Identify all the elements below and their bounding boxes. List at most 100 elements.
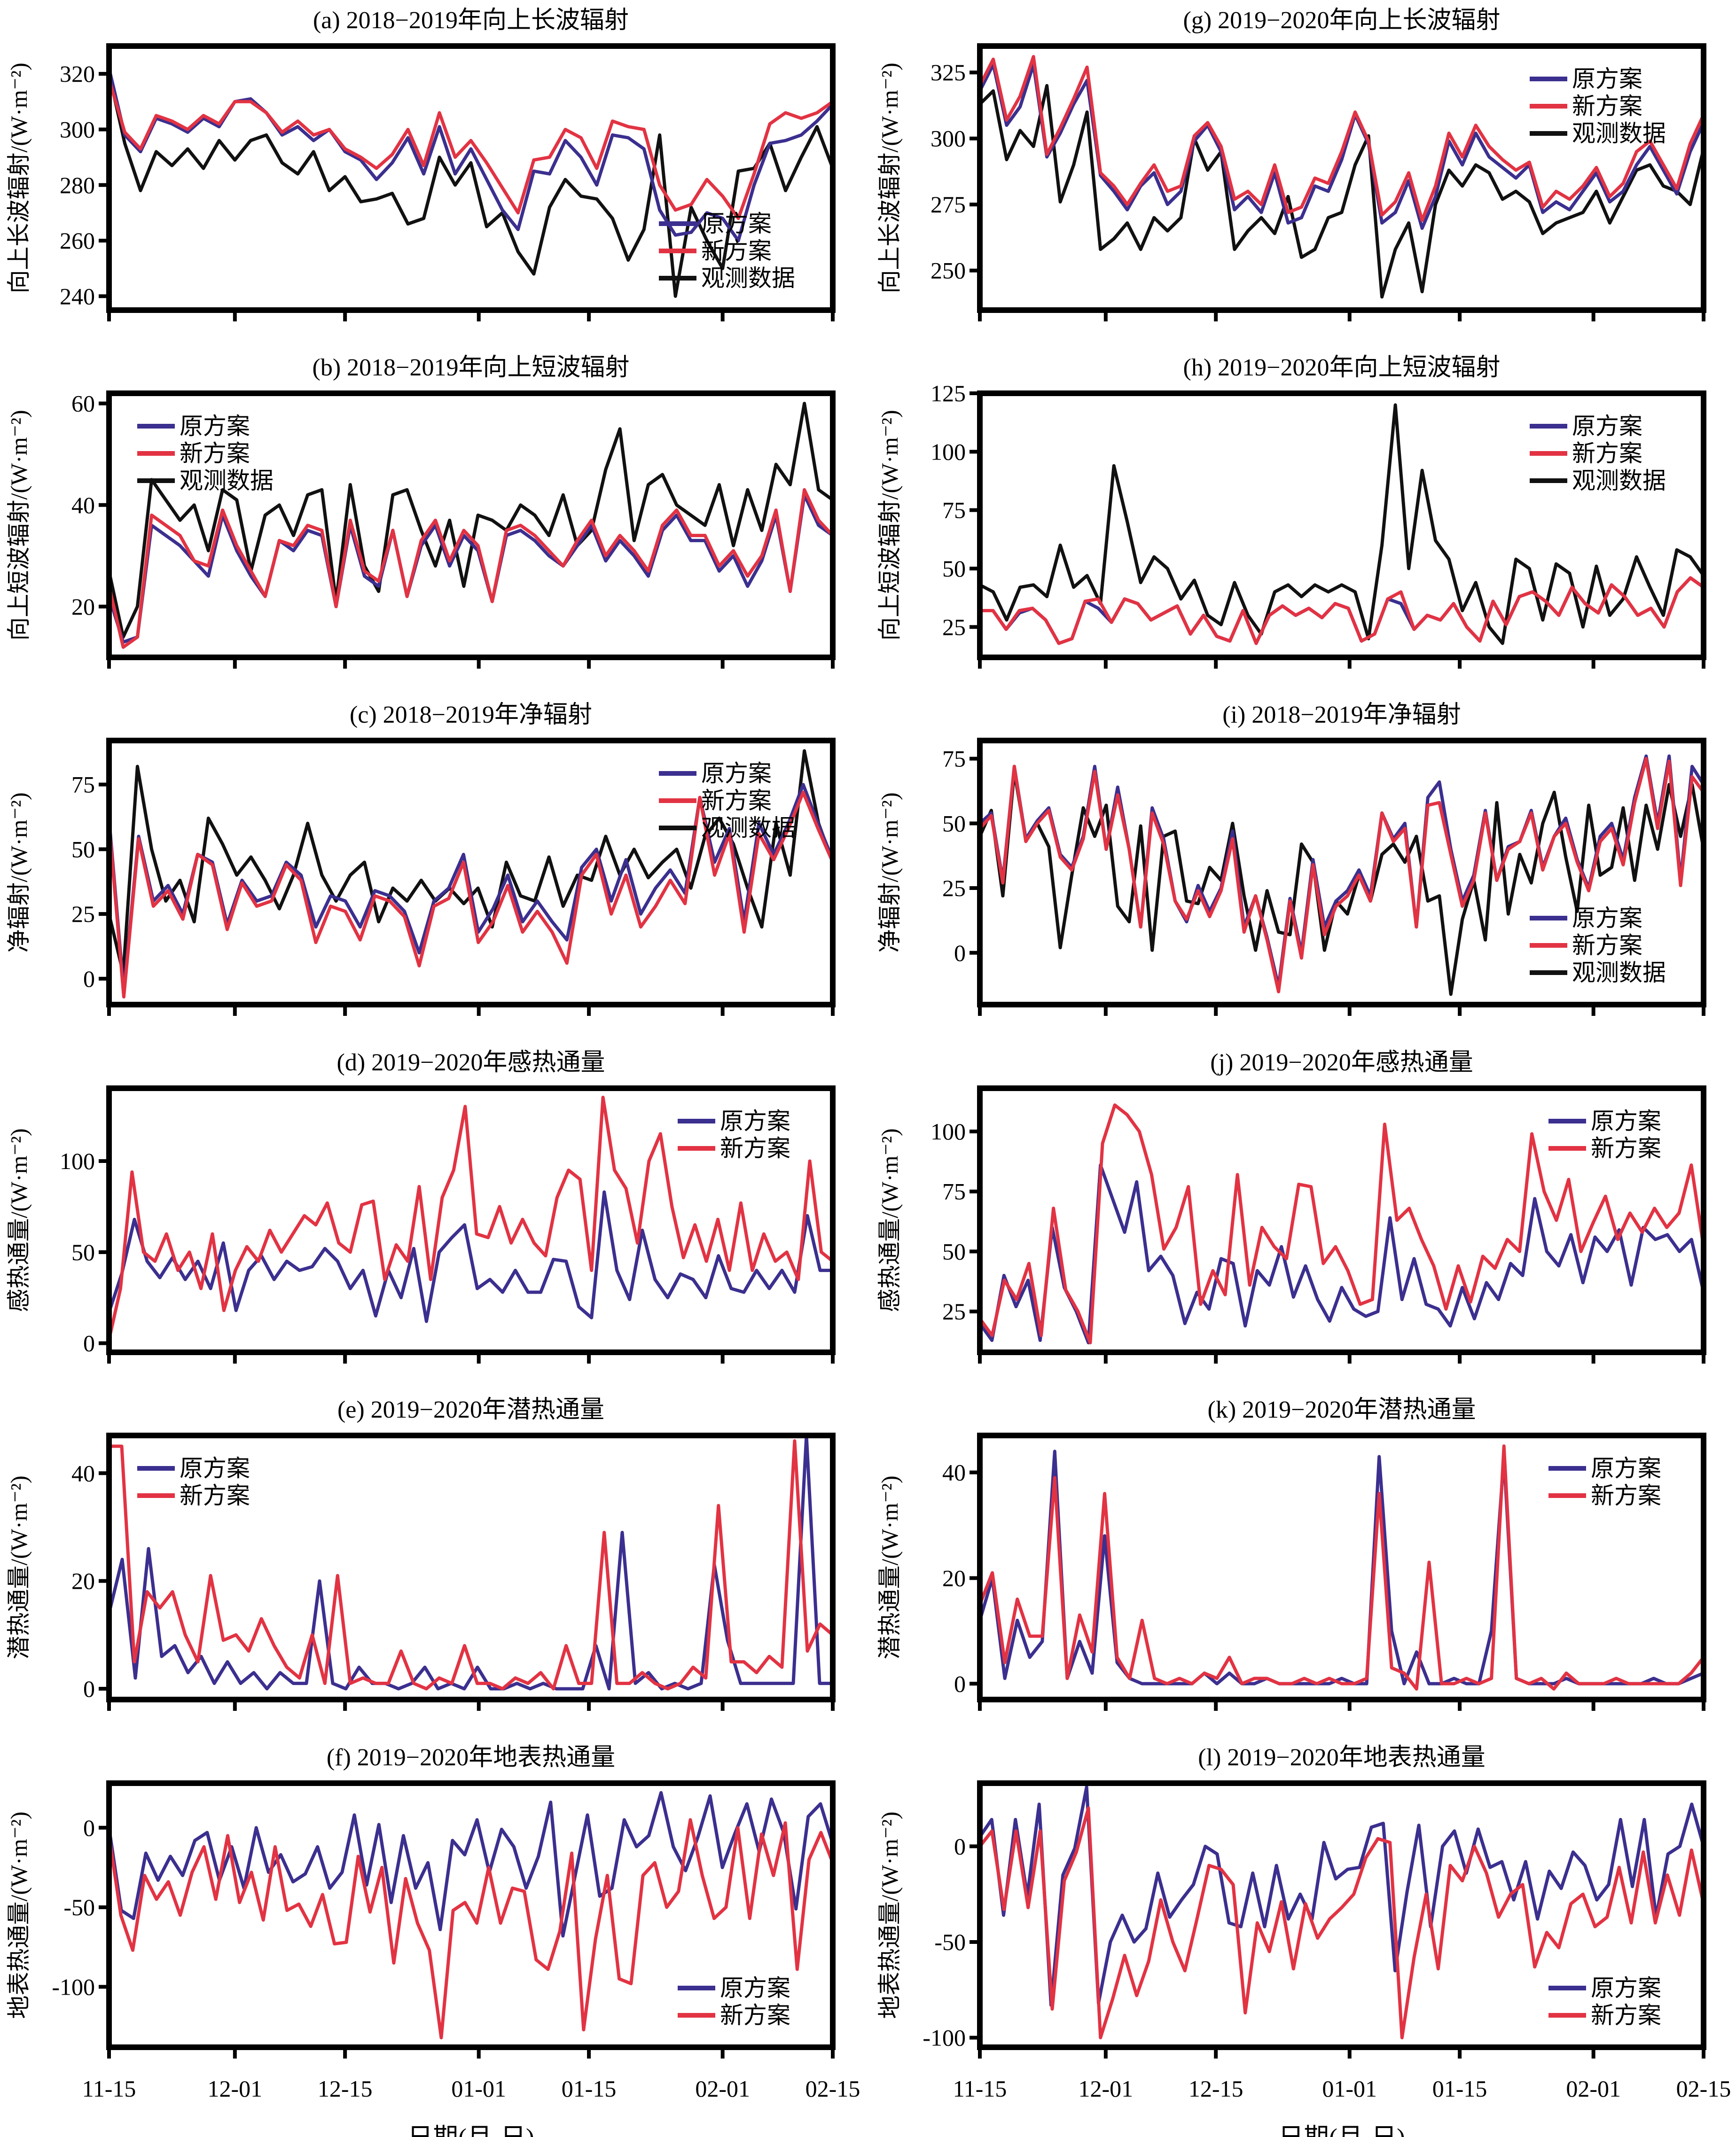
x-tick-label: 02-01 (1566, 2075, 1621, 2102)
series-group (980, 1103, 1704, 1345)
y-axis-label: 向上长波辐射/(W·m⁻²) (6, 62, 32, 293)
legend-label-new: 新方案 (1572, 93, 1642, 119)
legend-label-original: 原方案 (701, 760, 772, 787)
panel-l: (l) 2019−2020年地表热通量 -100 -50 0 地表热通量/(W·m⁻²)… (876, 1744, 1731, 2137)
series-group (980, 1444, 1704, 1691)
y-tick-label: 100 (60, 1148, 95, 1174)
y-tick-label: 25 (942, 1298, 966, 1325)
y-tick-label: 50 (942, 1238, 966, 1264)
y-axis-label: 向上短波辐射/(W·m⁻²) (6, 410, 32, 640)
panel-i: (i) 2018−2019年净辐射 0 25 50 75 净辐射/(W·m⁻²) 原方案新方… (876, 702, 1706, 1016)
x-tick-label: 02-15 (1676, 2075, 1731, 2102)
y-tick-label: 0 (83, 966, 95, 992)
x-tick-label: 01-15 (562, 2075, 617, 2102)
panel-d: (d) 2019−2020年感热通量 0 50 100 感热通量/(W·m⁻²) 原方案新… (6, 1049, 836, 1364)
y-tick-label: 300 (60, 116, 95, 142)
series-line-new (980, 55, 1704, 222)
legend-label-new: 新方案 (1591, 1135, 1661, 1162)
series-line-observed (980, 84, 1704, 299)
legend-label-observed: 观测数据 (1572, 120, 1666, 147)
series-line-new (109, 1095, 833, 1341)
x-tick-label: 01-15 (1432, 2075, 1487, 2102)
x-tick-label: 12-01 (207, 2075, 262, 2102)
panel-title: (g) 2019−2020年向上长波辐射 (1183, 7, 1501, 34)
series-group (980, 754, 1704, 996)
series-line-original (980, 62, 1704, 230)
y-tick-label: 240 (60, 283, 95, 309)
legend-label-new: 新方案 (720, 2002, 790, 2028)
legend-label-original: 原方案 (180, 413, 250, 439)
x-tick-label: 12-15 (1189, 2075, 1243, 2102)
axes-frame (977, 1085, 1706, 1355)
panel-title: (j) 2019−2020年感热通量 (1210, 1049, 1473, 1076)
legend-label-original: 原方案 (701, 211, 772, 237)
series-line-new (109, 78, 833, 220)
y-tick-label: 20 (942, 1565, 966, 1591)
y-axis-label: 地表热通量/(W·m⁻²) (6, 1811, 32, 2019)
y-tick-label: 280 (60, 172, 95, 198)
y-tick-label: 75 (942, 1178, 966, 1205)
legend-label-new: 新方案 (701, 788, 772, 814)
legend-label-original: 原方案 (720, 1975, 790, 2001)
legend-label-new: 新方案 (1572, 932, 1642, 959)
axes-frame (977, 1780, 1706, 2050)
y-tick-label: 0 (954, 1670, 966, 1697)
axes-frame (977, 738, 1706, 1007)
legend-label-original: 原方案 (1572, 66, 1642, 92)
legend-label-observed: 观测数据 (701, 815, 795, 841)
panel-title: (k) 2019−2020年潜热通量 (1208, 1396, 1476, 1423)
series-line-new (980, 1103, 1704, 1345)
y-axis-label: 潜热通量/(W·m⁻²) (876, 1475, 903, 1659)
series-line-new (109, 790, 833, 998)
y-tick-label: 40 (71, 1460, 95, 1486)
y-tick-label: 50 (71, 1239, 95, 1265)
legend-label-original: 原方案 (180, 1455, 250, 1482)
series-line-new (980, 576, 1704, 645)
legend-label-new: 新方案 (180, 1482, 250, 1509)
series-line-original (109, 1190, 833, 1323)
y-axis-label: 地表热通量/(W·m⁻²) (876, 1811, 903, 2019)
y-tick-label: 25 (942, 875, 966, 901)
y-tick-label: 40 (942, 1459, 966, 1486)
legend-label-observed: 观测数据 (180, 468, 274, 494)
series-group (109, 1435, 833, 1691)
legend-label-new: 新方案 (701, 238, 772, 264)
axes-frame (106, 43, 836, 313)
y-tick-label: 20 (71, 1568, 95, 1594)
axes-frame (106, 390, 836, 660)
y-tick-label: 0 (83, 1815, 95, 1841)
y-tick-label: 20 (71, 593, 95, 620)
y-tick-label: 325 (931, 59, 966, 86)
series-line-original (980, 1785, 1704, 2007)
x-tick-label: 02-01 (695, 2075, 750, 2102)
panel-k: (k) 2019−2020年潜热通量 0 20 40 潜热通量/(W·m⁻²) 原方案新方… (876, 1396, 1706, 1711)
legend-label-observed: 观测数据 (1572, 959, 1666, 986)
series-line-new (980, 757, 1704, 993)
panel-title: (c) 2018−2019年净辐射 (350, 702, 592, 728)
y-tick-label: 0 (954, 1833, 966, 1859)
panel-h: (h) 2019−2020年向上短波辐射 25 50 75 100 125 向上短波辐射/(… (876, 354, 1706, 669)
panel-title: (a) 2018−2019年向上长波辐射 (313, 7, 629, 34)
legend-label-original: 原方案 (1572, 905, 1642, 931)
axes-frame (106, 1085, 836, 1355)
legend-label-original: 原方案 (1591, 1975, 1661, 2001)
axes-frame (106, 738, 836, 1007)
series-group (109, 749, 833, 998)
y-axis-label: 感热通量/(W·m⁻²) (876, 1128, 903, 1312)
y-tick-label: 260 (60, 227, 95, 254)
legend-label-new: 新方案 (180, 440, 250, 467)
series-group (109, 66, 833, 298)
y-tick-label: -50 (934, 1929, 966, 1955)
y-tick-label: 75 (71, 772, 95, 798)
series-group (980, 403, 1704, 645)
y-tick-label: 125 (931, 380, 966, 406)
legend-label-original: 原方案 (720, 1108, 790, 1134)
y-tick-label: 250 (931, 257, 966, 284)
panel-title: (b) 2018−2019年向上短波辐射 (313, 354, 630, 381)
series-line-new (980, 1444, 1704, 1691)
